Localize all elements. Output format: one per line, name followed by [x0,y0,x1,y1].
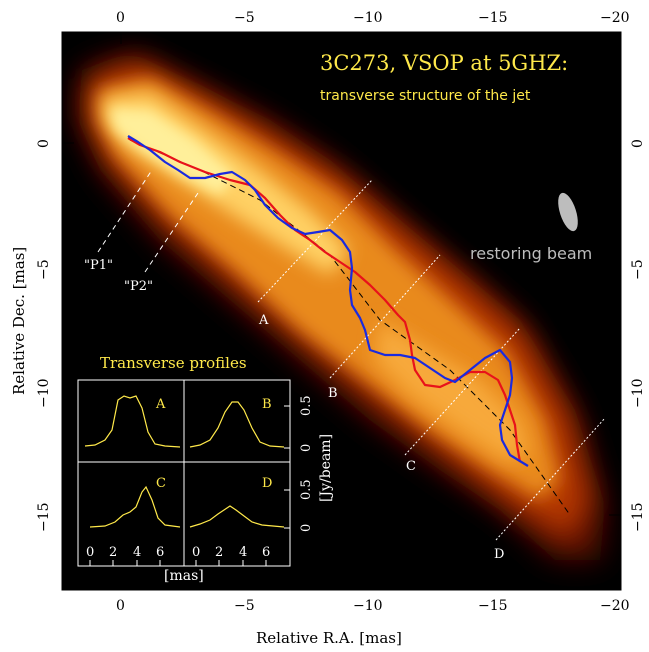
profile-curve-d [189,505,285,528]
bottom-tick-5: −5 [234,598,255,614]
right-tick-15: −15 [630,502,646,532]
inset-title: Transverse profiles [100,354,247,372]
right-tick-10: −10 [630,378,646,408]
inset-ytick-top-05: 0.5 [299,395,314,416]
left-tick-0: 0 [36,139,52,148]
bottom-tick-0: 0 [116,598,125,614]
cut-label-a: A [258,313,269,328]
inset-xtick-0: 0 [86,545,94,560]
profile-curve-a [84,395,181,448]
cut-label-c: C [406,459,416,474]
inset-panel-label-a: A [155,397,166,412]
cut-label-b: B [328,386,338,401]
inset-panel-label-d: D [262,476,272,491]
top-tick-0: 0 [116,10,125,26]
ridge-line [129,139,571,516]
inset-x-label: [mas] [164,568,204,584]
figure-title: 3C273, VSOP at 5GHZ: [320,51,568,75]
top-tick-15: −15 [478,10,508,26]
axis-ticks [62,32,621,590]
plot-frame [61,31,622,591]
figure-subtitle: transverse structure of the jet [320,88,531,104]
top-tick-20: −20 [600,10,630,26]
inset-profiles: Transverse profiles A B C D 0 2 4 6 0 2 … [77,354,334,584]
y-axis-label: Relative Dec. [mas] [10,247,28,395]
inset-panel-label-b: B [262,397,272,412]
inset-xtick-4b: 4 [239,545,247,560]
inset-xtick-2: 2 [109,545,117,560]
restoring-beam-label: restoring beam [470,244,592,263]
inset-xtick-6b: 6 [262,545,270,560]
cut-line-b [329,254,441,379]
right-tick-5: −5 [630,259,646,280]
jet-emission [78,52,605,560]
inset-panel-label-c: C [156,476,166,491]
profile-curve-c [89,485,181,528]
cut-line-c [404,327,521,456]
left-tick-15: −15 [36,502,52,532]
path-label-p1: "P1" [84,258,113,273]
inset-xtick-2b: 2 [215,545,223,560]
inset-xtick-6: 6 [156,545,164,560]
inset-xtick-4: 4 [133,545,141,560]
top-tick-10: −10 [353,10,383,26]
bottom-tick-10: −10 [353,598,383,614]
top-tick-5: −5 [234,10,255,26]
inset-xtick-0b: 0 [192,545,200,560]
x-axis-label: Relative R.A. [mas] [256,629,402,647]
pointer-p2 [144,189,201,273]
profile-curve-b [189,401,285,448]
left-tick-5: −5 [36,259,52,280]
path-label-p2: "P2" [124,279,153,294]
inset-ytick-bottom-0: 0 [299,524,314,532]
cut-line-d [495,417,606,541]
inset-ytick-top-0: 0 [299,444,314,452]
path-p1-red [127,137,522,463]
restoring-beam-ellipse [558,192,578,232]
path-p2-blue [127,135,529,467]
right-tick-0: 0 [630,139,646,148]
inset-ytick-bottom-05: 0.5 [299,479,314,500]
bottom-tick-15: −15 [478,598,508,614]
inset-y-label: [Jy/beam] [318,434,334,502]
cut-label-d: D [494,547,504,562]
pointer-p1 [97,169,153,253]
bottom-tick-20: −20 [600,598,630,614]
map-overlays [97,135,606,541]
left-tick-10: −10 [36,378,52,408]
